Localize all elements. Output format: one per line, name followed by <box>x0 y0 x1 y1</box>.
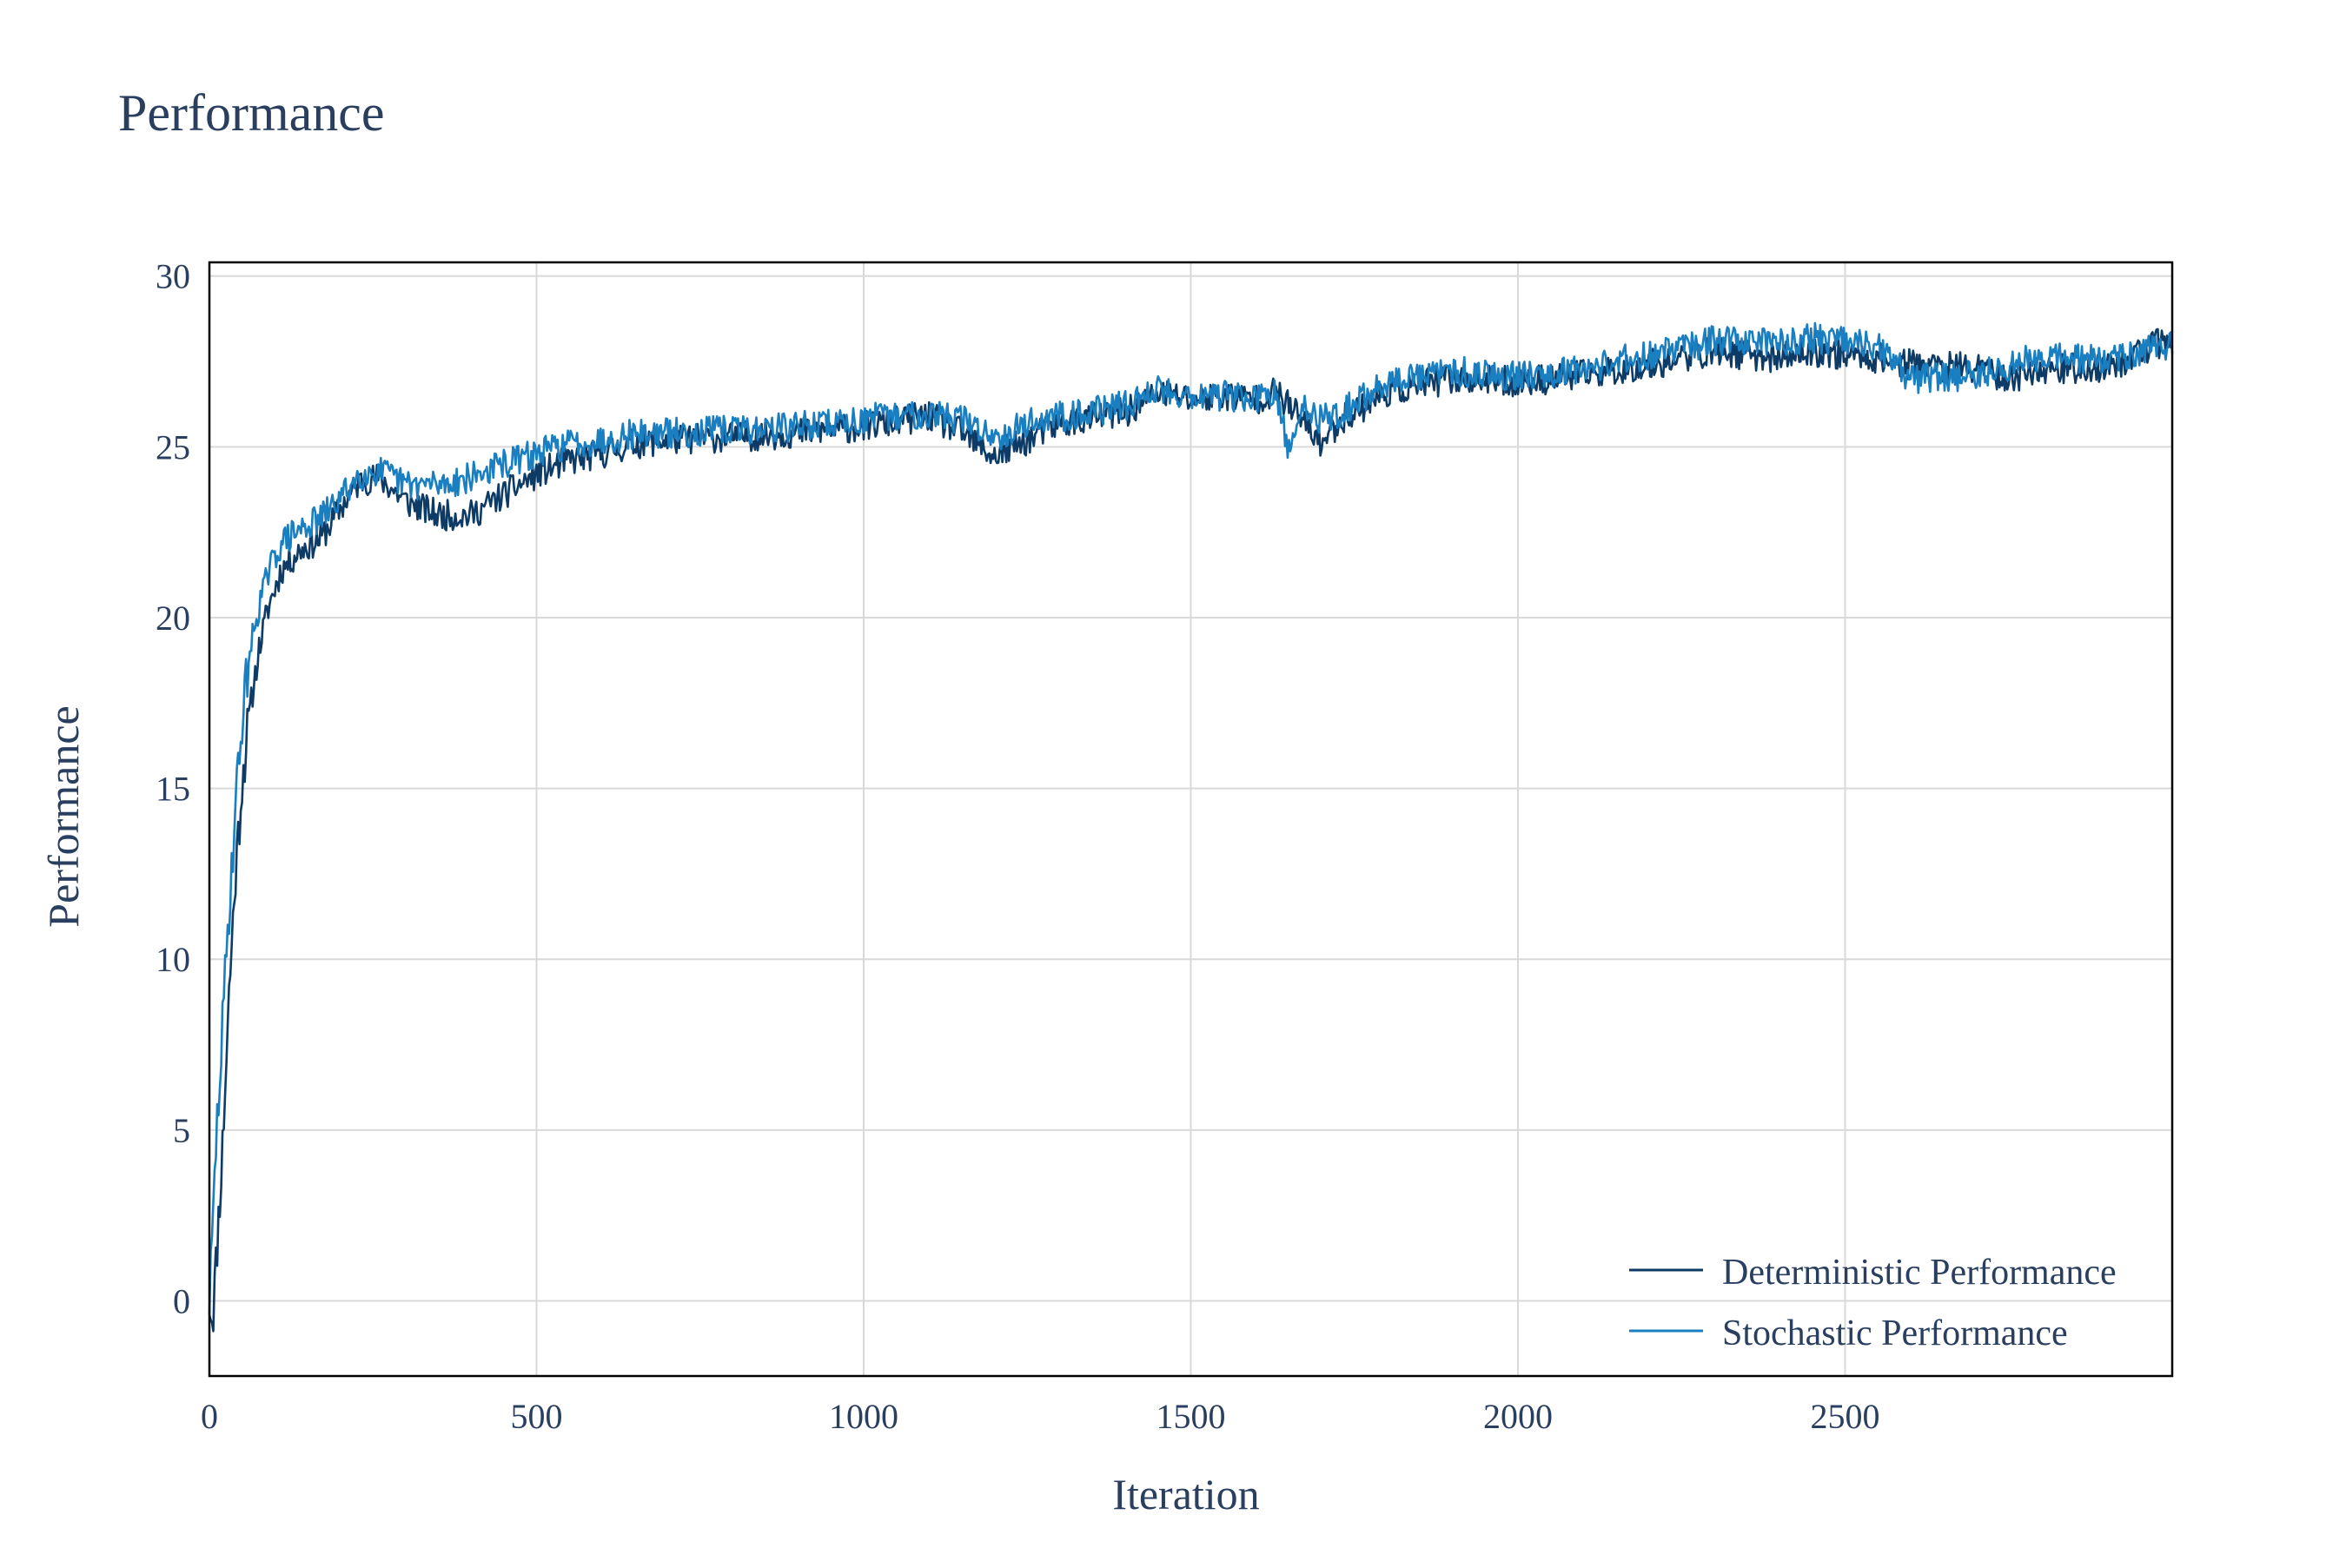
tick-layer: 0 5 10 15 20 25 30 0 500 1000 1500 2000 2500 <box>156 257 1880 1436</box>
legend-label-deterministic[interactable]: Deterministic Performance <box>1722 1253 2117 1293</box>
x-tick-label: 1500 <box>1156 1397 1226 1436</box>
series-line-stochastic <box>208 321 2174 1315</box>
y-tick-label: 0 <box>173 1281 190 1320</box>
y-tick-label: 20 <box>156 599 190 638</box>
y-tick-label: 10 <box>156 940 190 979</box>
y-tick-label: 15 <box>156 770 190 809</box>
chart-title: Performance <box>118 84 385 142</box>
x-axis-label: Iteration <box>1112 1470 1259 1518</box>
x-tick-label: 2000 <box>1483 1397 1553 1436</box>
legend[interactable]: Deterministic Performance Stochastic Per… <box>1629 1253 2117 1353</box>
legend-label-stochastic[interactable]: Stochastic Performance <box>1722 1313 2068 1353</box>
y-tick-label: 5 <box>173 1111 190 1150</box>
y-tick-label: 30 <box>156 257 190 296</box>
y-axis-label: Performance <box>39 705 88 927</box>
plot-frame <box>208 261 2174 1378</box>
x-tick-label: 1000 <box>829 1397 898 1436</box>
x-tick-label: 0 <box>201 1397 218 1436</box>
y-tick-label: 25 <box>156 427 190 466</box>
x-tick-label: 500 <box>511 1397 563 1436</box>
x-tick-label: 2500 <box>1811 1397 1880 1436</box>
series-layer <box>208 321 2174 1333</box>
